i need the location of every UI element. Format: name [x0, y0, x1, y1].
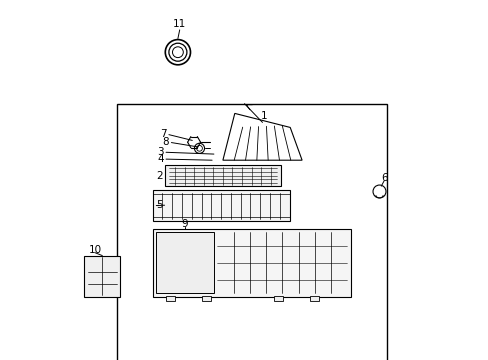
Bar	[84, 256, 120, 297]
Text: 3: 3	[157, 147, 163, 157]
Text: 1: 1	[261, 111, 267, 121]
Text: 2: 2	[156, 171, 163, 181]
Text: 11: 11	[173, 19, 186, 29]
Bar	[156, 232, 213, 293]
Bar	[165, 165, 280, 186]
Bar	[117, 104, 386, 360]
Text: 5: 5	[156, 200, 163, 210]
Text: 7: 7	[160, 129, 166, 139]
Text: 9: 9	[182, 219, 188, 229]
Bar	[310, 296, 318, 301]
Text: 6: 6	[380, 173, 386, 183]
Text: 10: 10	[88, 245, 102, 255]
Bar	[202, 296, 211, 301]
Bar	[274, 296, 283, 301]
Bar	[152, 190, 289, 221]
Text: 8: 8	[163, 137, 169, 147]
Text: 4: 4	[157, 154, 163, 164]
Bar	[166, 296, 175, 301]
Bar	[152, 229, 350, 297]
